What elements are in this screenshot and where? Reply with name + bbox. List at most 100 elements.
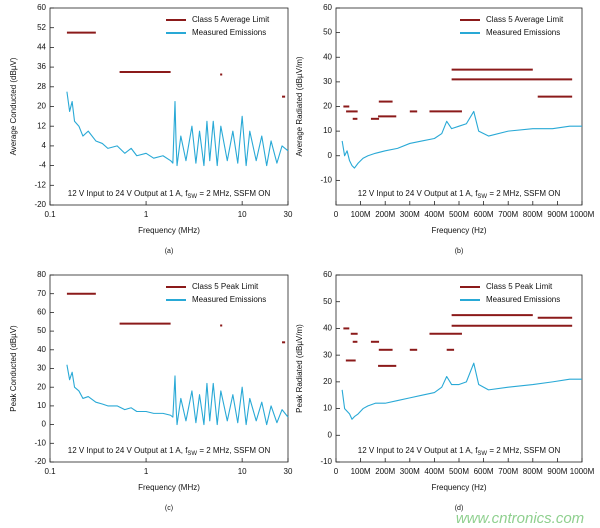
x-tick-label: 30 (284, 210, 293, 219)
y-tick-label: 28 (37, 82, 46, 91)
x-tick-label: 500M (449, 210, 469, 219)
y-tick-label: 4 (42, 141, 47, 150)
annotation: 12 V Input to 24 V Output at 1 A, fSW = … (358, 189, 561, 199)
x-axis-title: Frequency (MHz) (138, 483, 200, 492)
legend-label: Class 5 Peak Limit (486, 282, 553, 291)
y-tick-label: 10 (37, 401, 46, 410)
caption: (d) (455, 505, 464, 512)
x-tick-label: 900M (547, 210, 567, 219)
y-tick-label: 20 (37, 382, 46, 391)
y-tick-label: 40 (323, 324, 332, 333)
y-tick-label: 20 (323, 102, 332, 111)
y-tick-label: 0 (328, 151, 333, 160)
y-axis-title: Average Conducted (dBµV) (9, 57, 18, 155)
y-tick-label: 60 (323, 270, 332, 279)
y-tick-label: 40 (323, 52, 332, 61)
x-tick-label: 0.1 (44, 210, 56, 219)
x-tick-label: 600M (474, 467, 494, 476)
plot-area (49, 274, 289, 463)
annotation-part: SW (187, 194, 197, 200)
caption: (c) (165, 505, 173, 512)
y-tick-label: 70 (37, 289, 46, 298)
x-tick-label: 0 (334, 467, 339, 476)
x-tick-label: 100M (351, 210, 371, 219)
caption: (b) (455, 248, 464, 255)
y-tick-label: 50 (37, 326, 46, 335)
annotation-part: 12 V Input to 24 V Output at 1 A, f (68, 189, 188, 198)
y-tick-label: 0 (328, 430, 333, 439)
annotation-part: 12 V Input to 24 V Output at 1 A, f (358, 446, 478, 455)
x-tick-label: 1000M (570, 467, 595, 476)
x-tick-label: 300M (400, 210, 420, 219)
legend-label: Measured Emissions (486, 28, 560, 37)
plot-area (335, 274, 583, 463)
x-tick-label: 700M (498, 467, 518, 476)
plot-area (335, 7, 583, 206)
y-tick-label: 50 (323, 297, 332, 306)
annotation-part: SW (477, 194, 487, 200)
legend-label: Class 5 Average Limit (486, 15, 564, 24)
y-tick-label: -10 (320, 457, 332, 466)
x-tick-label: 10 (238, 467, 247, 476)
y-tick-label: 60 (323, 3, 332, 12)
x-tick-label: 300M (400, 467, 420, 476)
y-tick-label: 50 (323, 28, 332, 37)
y-tick-label: -12 (34, 180, 46, 189)
emission-line (66, 91, 289, 167)
x-tick-label: 900M (547, 467, 567, 476)
y-tick-label: -10 (320, 175, 332, 184)
annotation-part: SW (187, 451, 197, 457)
y-tick-label: 80 (37, 270, 46, 279)
x-tick-label: 30 (284, 467, 293, 476)
x-tick-label: 800M (523, 210, 543, 219)
x-tick-label: 200M (375, 467, 395, 476)
y-tick-label: 52 (37, 23, 46, 32)
y-axis-title: Average Radiated (dBµV/m) (295, 56, 304, 156)
x-tick-label: 10 (238, 210, 247, 219)
y-tick-label: 0 (42, 420, 47, 429)
plot-area (49, 7, 289, 206)
watermark: www.cntronics.com (456, 510, 584, 527)
annotation: 12 V Input to 24 V Output at 1 A, fSW = … (358, 446, 561, 456)
x-tick-label: 700M (498, 210, 518, 219)
y-tick-label: -20 (34, 200, 46, 209)
x-axis-title: Frequency (MHz) (138, 226, 200, 235)
legend-label: Measured Emissions (192, 28, 266, 37)
y-tick-label: -4 (39, 161, 47, 170)
y-tick-label: 12 (37, 121, 46, 130)
y-tick-label: 10 (323, 126, 332, 135)
y-tick-label: -20 (34, 457, 46, 466)
annotation: 12 V Input to 24 V Output at 1 A, fSW = … (68, 189, 271, 199)
annotation-part: SW (477, 451, 487, 457)
caption: (a) (165, 248, 174, 255)
x-tick-label: 1 (144, 210, 149, 219)
annotation-part: 12 V Input to 24 V Output at 1 A, f (68, 446, 188, 455)
y-tick-label: 44 (37, 43, 46, 52)
x-axis-title: Frequency (Hz) (431, 483, 486, 492)
x-tick-label: 800M (523, 467, 543, 476)
x-tick-label: 600M (474, 210, 494, 219)
legend-label: Class 5 Peak Limit (192, 282, 259, 291)
x-axis-title: Frequency (Hz) (431, 226, 486, 235)
y-tick-label: 10 (323, 404, 332, 413)
y-tick-label: 20 (323, 377, 332, 386)
y-axis-title: Peak Radiated (dBµV/m) (295, 324, 304, 413)
y-tick-label: 30 (323, 350, 332, 359)
y-tick-label: 40 (37, 345, 46, 354)
x-tick-label: 1000M (570, 210, 595, 219)
emission-line (341, 362, 582, 420)
annotation-part: = 2 MHz, SSFM ON (487, 189, 560, 198)
annotation: 12 V Input to 24 V Output at 1 A, fSW = … (68, 446, 271, 456)
x-tick-label: 1 (144, 467, 149, 476)
x-tick-label: 0 (334, 210, 339, 219)
x-tick-label: 0.1 (44, 467, 56, 476)
y-tick-label: -10 (34, 438, 46, 447)
y-tick-label: 30 (323, 77, 332, 86)
annotation-part: = 2 MHz, SSFM ON (487, 446, 560, 455)
emission-line (341, 110, 582, 169)
x-tick-label: 200M (375, 210, 395, 219)
y-axis-title: Peak Conducted (dBµV) (9, 325, 18, 412)
y-tick-label: 20 (37, 102, 46, 111)
legend-label: Measured Emissions (192, 295, 266, 304)
